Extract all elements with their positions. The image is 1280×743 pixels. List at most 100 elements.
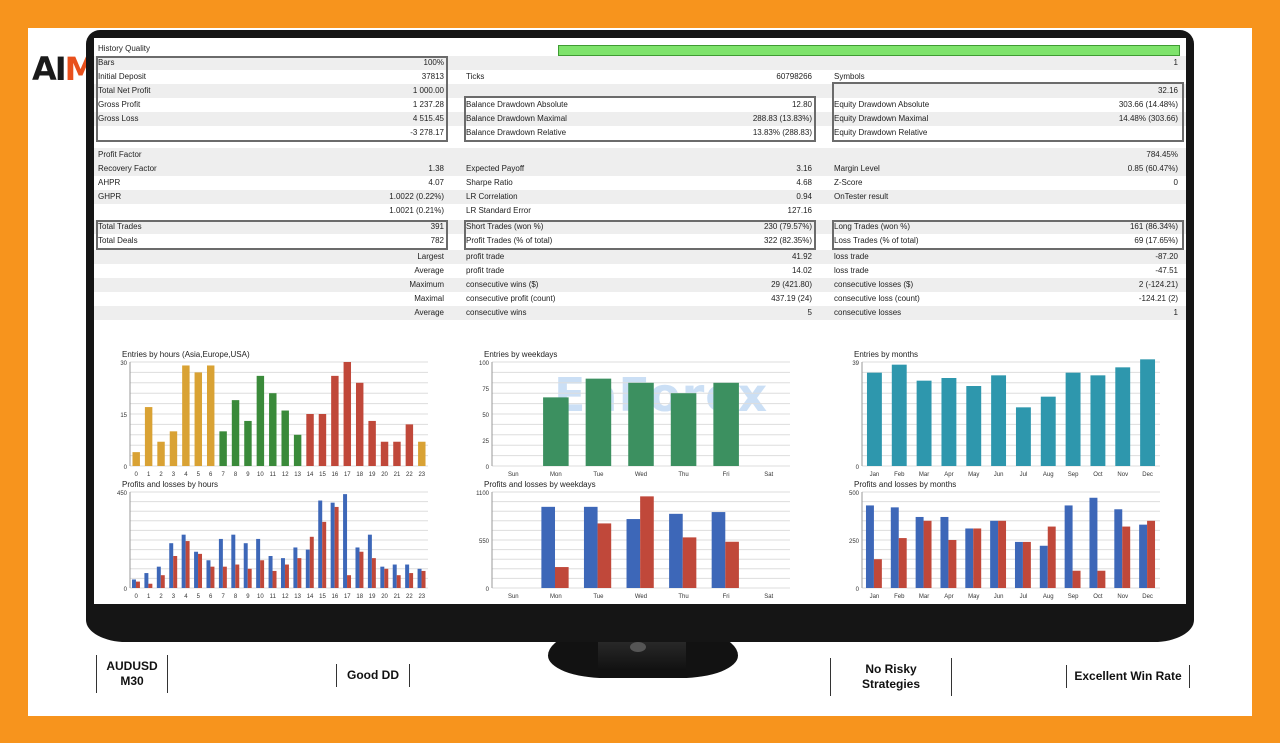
x-tick-label: Wed: [635, 594, 647, 600]
bar: [322, 521, 327, 588]
bar: [198, 553, 203, 588]
x-tick-label: 6: [209, 472, 213, 478]
chart-svg: 0 550 1100 Sun Mon Tue Wed Thu Fri Sat: [476, 491, 790, 600]
x-tick-label: Sep: [1068, 472, 1079, 478]
extremes-loss-label: consecutive loss (count): [834, 294, 920, 303]
bar: [1039, 545, 1048, 588]
trades-box-3: [832, 220, 1184, 250]
x-tick-label: Oct: [1093, 472, 1103, 478]
x-tick-label: Aug: [1043, 594, 1054, 600]
ticks-label: Ticks: [466, 72, 485, 81]
chart-title: Profits and losses by hours: [122, 480, 219, 489]
bar: [628, 382, 654, 466]
symbols-label: Symbols: [834, 72, 865, 81]
extremes-kind: Maximum: [409, 280, 444, 289]
total-net-profit-value: 1 237.28: [412, 100, 444, 109]
power-button[interactable]: [630, 642, 646, 652]
chart-title: Profits and losses by months: [854, 480, 957, 489]
extremes-loss-label: consecutive losses: [834, 308, 902, 317]
extremes-profit-value: 5: [807, 308, 812, 317]
equity-dd-maximal-value: 303.66 (14.48%): [1118, 100, 1178, 109]
total-deals-label: Total Deals: [98, 236, 138, 245]
bar: [421, 570, 426, 588]
extremes-profit-label: consecutive wins: [466, 308, 527, 317]
x-tick-label: Mon: [550, 472, 562, 478]
bar: [243, 543, 248, 588]
x-tick-label: 5: [197, 594, 201, 600]
extremes-loss-label: loss trade: [834, 252, 869, 261]
x-tick-label: Jan: [870, 594, 880, 600]
equity-dd-maximal-label: Equity Drawdown Maximal: [834, 114, 929, 123]
x-tick-label: 16: [332, 472, 339, 478]
x-tick-label: Thu: [678, 472, 688, 478]
bar: [156, 566, 161, 588]
bar: [1090, 375, 1106, 466]
profit-trades-value: 322 (82.35%): [763, 236, 812, 245]
x-tick-label: Mon: [550, 594, 562, 600]
bar: [368, 420, 376, 466]
bar: [713, 382, 739, 466]
extremes-profit-label: profit trade: [466, 266, 505, 275]
bar: [256, 375, 265, 466]
trades-box-2: [464, 220, 816, 250]
feature-tag-line: M30: [120, 674, 144, 688]
bar: [331, 375, 339, 466]
z-score-label: Z-Score: [834, 178, 863, 187]
bar: [355, 382, 364, 466]
bar: [583, 506, 598, 588]
ontester-label: OnTester result: [834, 192, 889, 201]
gross-loss-value: -3 278.17: [410, 128, 444, 137]
bar: [991, 375, 1007, 466]
x-tick-label: 21: [394, 472, 401, 478]
sharpe-ratio-value: 4.68: [796, 178, 812, 187]
ratio-row-3: AHPR 4.07 Sharpe Ratio 4.68 Z-Score 0: [94, 176, 1186, 190]
bar: [380, 566, 385, 588]
bar: [915, 516, 924, 588]
x-tick-label: 18: [356, 594, 363, 600]
bar: [330, 502, 335, 588]
chart-title: Entries by weekdays: [484, 350, 558, 359]
ahpr-value: 1.0022 (0.22%): [389, 192, 444, 201]
extremes-profit-label: profit trade: [466, 252, 505, 261]
bar: [396, 575, 401, 588]
x-tick-label: 14: [307, 472, 314, 478]
sharpe-ratio-label: Sharpe Ratio: [466, 178, 513, 187]
extremes-loss-value: -87.20: [1155, 252, 1178, 261]
y-tick-label: 15: [120, 413, 127, 419]
x-tick-label: 13: [294, 472, 301, 478]
bar: [380, 441, 389, 466]
bar: [405, 424, 414, 466]
bar: [269, 393, 277, 466]
bar: [1097, 570, 1106, 588]
x-tick-label: 2: [159, 472, 163, 478]
bar: [206, 365, 215, 466]
y-tick-label: 0: [486, 587, 490, 593]
bar: [306, 414, 314, 466]
x-tick-label: Jul: [1020, 594, 1028, 600]
expected-payoff-value: 3.16: [796, 164, 812, 173]
symbols-value: 1: [1173, 58, 1178, 67]
bar: [334, 506, 339, 588]
balance-dd-maximal-value: 288.83 (13.83%): [752, 114, 812, 123]
bar: [1064, 505, 1073, 588]
gross-profit-label: Gross Profit: [98, 100, 141, 109]
x-tick-label: 0: [135, 594, 139, 600]
chart-3: Profits and losses by hours 0 450 0 1 2 3 4 5 6 7 8…: [114, 480, 434, 602]
bar: [669, 513, 683, 588]
bar: [132, 452, 140, 466]
x-tick-label: Nov: [1117, 472, 1128, 478]
chart-1: Entries by weekdays 0 25 50 75 100 Sun Mon Tue We…: [476, 350, 796, 480]
extremes-profit-label: consecutive wins ($): [466, 280, 539, 289]
bar: [670, 393, 697, 466]
x-tick-label: Thu: [678, 594, 688, 600]
x-tick-label: 22: [406, 472, 413, 478]
bar: [206, 560, 211, 588]
equity-dd-absolute-label: Equity Drawdown Absolute: [834, 100, 930, 109]
bars-label: Bars: [98, 58, 115, 67]
x-tick-label: 4: [184, 472, 188, 478]
extremes-row: Maximum consecutive wins ($) 29 (421.80) co…: [94, 278, 1186, 292]
bar: [135, 581, 140, 588]
short-trades-value: 230 (79.57%): [763, 222, 812, 231]
bar: [711, 512, 726, 588]
